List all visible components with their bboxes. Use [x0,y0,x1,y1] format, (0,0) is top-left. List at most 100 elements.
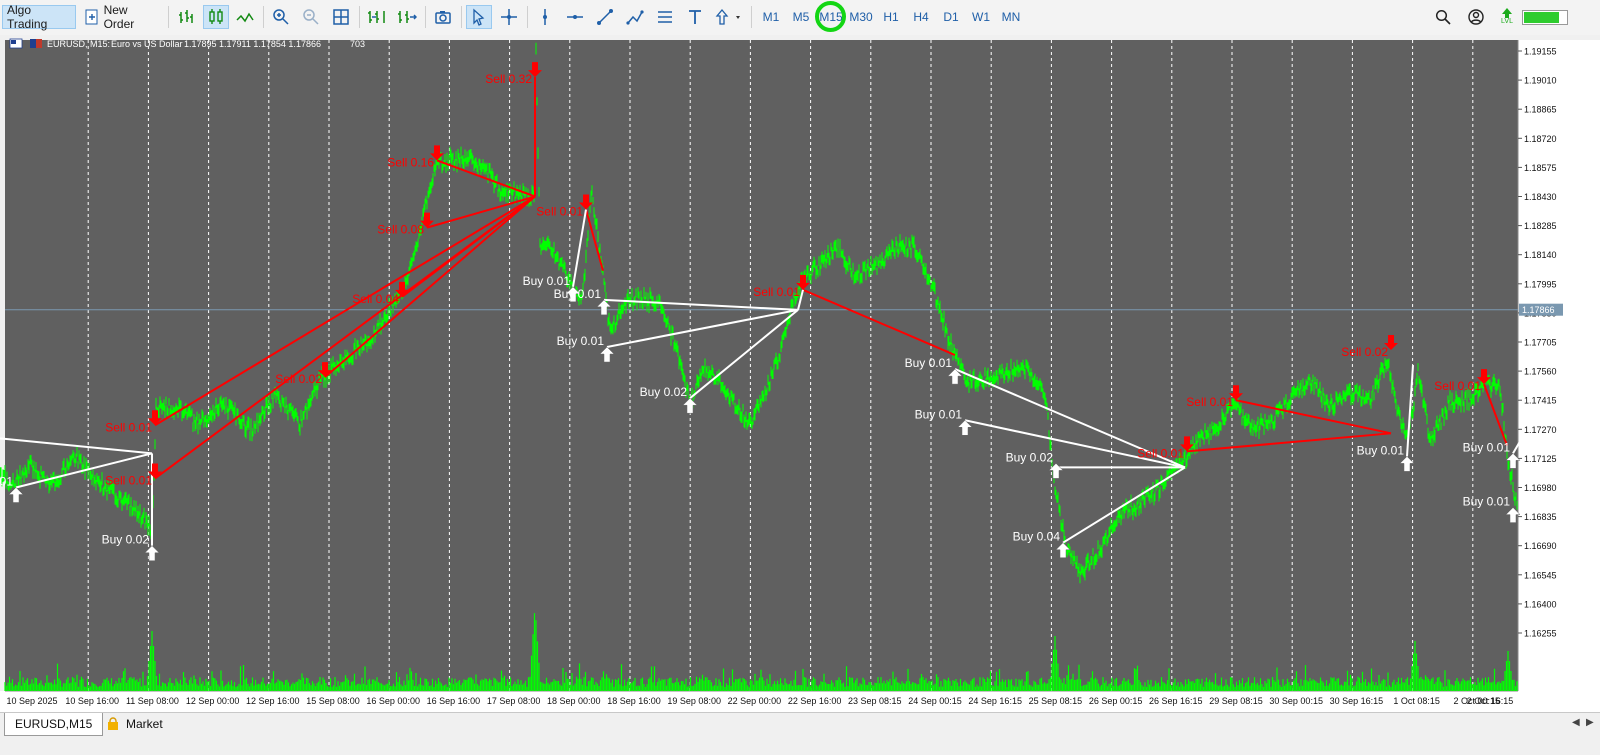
price-axis-label: 1.18575 [1524,163,1557,173]
sell-trade-label: Sell 0.02 [275,372,322,386]
tab-symbol-label: EURUSD,M15 [15,717,93,731]
channels-icon[interactable] [652,5,678,29]
price-chart[interactable]: 10 Sep 2025 10 Sep 16:00 11 Sep 08:00 12 Se… [0,35,1600,712]
timeframe-m1[interactable]: M1 [762,10,780,24]
lvl-label: LVL [1501,18,1513,25]
line-chart-icon[interactable] [233,5,259,29]
time-axis-label: 26 Sep 00:15 [1089,696,1143,706]
sell-trade-line [802,288,956,356]
chart-header-description: Euro vs US Dollar [111,39,183,49]
time-axis-label: 23 Sep 08:15 [848,696,902,706]
screenshot-icon[interactable] [430,5,456,29]
cursor-icon[interactable] [466,5,492,29]
scroll-left-arrow-icon[interactable]: ◀ [1572,717,1580,728]
new-order-button[interactable]: New Order [80,3,164,31]
tile-windows-icon[interactable] [328,5,354,29]
current-price-label: 1.17866 [1522,305,1555,315]
tab-eurusd-m15[interactable]: EURUSD,M15 [4,713,104,736]
trendline-icon[interactable] [592,5,618,29]
time-axis-label: 30 Sep 16:15 [1330,696,1384,706]
sell-trade-label: Sell 0.04 [352,292,399,306]
crosshair-icon[interactable] [496,5,522,29]
sell-trade-label: Sell 0.01 [105,420,152,434]
horizontal-line-icon[interactable] [562,5,588,29]
price-axis-label: 1.16545 [1524,570,1557,580]
price-axis-label: 1.19155 [1524,47,1557,57]
buy-trade-label: Buy 0.02 [640,385,688,399]
buy-trade-line [964,419,1186,469]
time-axis-label: 16 Sep 16:00 [427,696,481,706]
price-axis-panel [1518,40,1600,691]
timeframe-m5[interactable]: M5 [792,10,810,24]
account-icon[interactable] [1464,5,1488,29]
chart-header: EURUSD, M15: Euro vs US Dollar 1.17895 1.1… [9,38,365,49]
flag-canton [11,40,16,44]
time-axis-label: 25 Sep 08:15 [1029,696,1083,706]
chart-tabs-bar: EURUSD,M15 Market ◀ ▶ [0,712,1600,755]
price-axis-label: 1.18285 [1524,221,1557,231]
buy-arrow-icon [1399,456,1415,472]
time-axis-label: 16 Sep 00:00 [366,696,420,706]
algo-trading-button[interactable]: Algo Trading [2,3,76,31]
time-axis-label: 10 Sep 16:00 [65,696,119,706]
sell-arrow-icon [1384,335,1398,351]
buy-arrow-icon [565,286,581,303]
shapes-icon[interactable] [622,5,648,29]
search-icon[interactable] [1431,5,1455,29]
sell-trade-line [1483,383,1508,446]
timeframe-w1[interactable]: W1 [972,10,990,24]
buy-trade-label: Buy 0.01 [1463,440,1511,454]
buy-trade-label: Buy 0.01 [0,475,13,489]
scroll-right-arrow-icon[interactable]: ▶ [1586,717,1594,728]
sell-arrow-icon [1229,385,1243,401]
text-tool-icon[interactable] [682,5,708,29]
time-axis-label: 22 Sep 16:00 [788,696,842,706]
algo-trading-label: Algo Trading [7,3,48,31]
sell-trade-line [154,195,536,480]
tab-market[interactable]: Market [106,713,163,735]
bar-chart-icon[interactable] [173,5,199,29]
price-axis-label: 1.19010 [1524,76,1557,86]
time-axis-label: 24 Sep 16:15 [968,696,1022,706]
sell-arrow-icon [420,212,434,228]
timeframe-m30[interactable]: M30 [849,10,873,24]
price-candles [0,42,1518,584]
time-axis-panel [0,691,1600,712]
sell-trade-label: Sell 0.01 [1434,379,1481,393]
sell-arrow-icon [579,194,593,210]
buy-trade-line [797,289,804,311]
sell-arrow-icon [395,281,409,297]
chart-shift-icon[interactable] [364,5,390,29]
connection-status[interactable]: LVL [1497,5,1517,29]
vertical-line-icon[interactable] [532,5,558,29]
new-order-icon [85,9,98,25]
sell-trade-line [426,195,536,229]
sell-arrow-icon [796,274,810,290]
zoom-in-icon[interactable] [268,5,294,29]
timeframe-mn[interactable]: MN [1001,10,1021,24]
candlestick-chart-icon[interactable] [203,5,229,29]
arrows-tool-icon[interactable] [710,5,746,29]
buy-trade-line [572,209,587,287]
price-axis-label: 1.18720 [1524,134,1557,144]
time-axis-label: 18 Sep 16:00 [607,696,661,706]
zoom-out-icon[interactable] [298,5,324,29]
sell-trade-label: Sell 0.01 [1137,446,1184,460]
timeframe-h4[interactable]: H4 [913,10,929,24]
chart-window[interactable]: 10 Sep 2025 10 Sep 16:00 11 Sep 08:00 12 Se… [0,35,1600,712]
buy-arrow-icon [8,487,24,503]
price-axis-label: 1.16255 [1524,629,1557,639]
timeframe-h1[interactable]: H1 [883,10,899,24]
connection-arrow-icon [1502,8,1512,18]
buy-trade-label: Buy 0.04 [1013,530,1061,544]
auto-scroll-icon[interactable] [394,5,420,29]
time-axis-label: 10 Sep 2025 [6,696,57,706]
time-axis-label: 15 Sep 08:00 [306,696,360,706]
current-price-box [1519,303,1563,316]
chart-header-symbol: EURUSD, M15: [47,39,110,49]
time-axis-label: 12 Sep 16:00 [246,696,300,706]
buy-arrow-icon [957,419,973,436]
sell-trade-line [585,209,604,272]
buy-trade-label: Buy 0.01 [905,356,953,370]
timeframe-d1[interactable]: D1 [943,10,959,24]
